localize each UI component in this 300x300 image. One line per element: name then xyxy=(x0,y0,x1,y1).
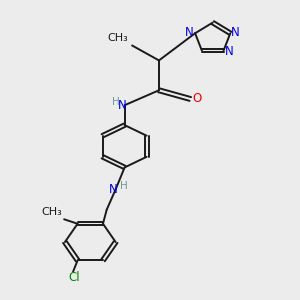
Text: N: N xyxy=(185,26,194,39)
Text: CH₃: CH₃ xyxy=(108,32,128,43)
Text: H: H xyxy=(120,181,128,191)
Text: N: N xyxy=(118,99,127,112)
Text: N: N xyxy=(225,45,233,58)
Text: O: O xyxy=(192,92,202,106)
Text: H: H xyxy=(112,97,120,107)
Text: N: N xyxy=(231,26,240,38)
Text: CH₃: CH₃ xyxy=(41,207,62,217)
Text: N: N xyxy=(109,183,118,196)
Text: Cl: Cl xyxy=(68,271,80,284)
